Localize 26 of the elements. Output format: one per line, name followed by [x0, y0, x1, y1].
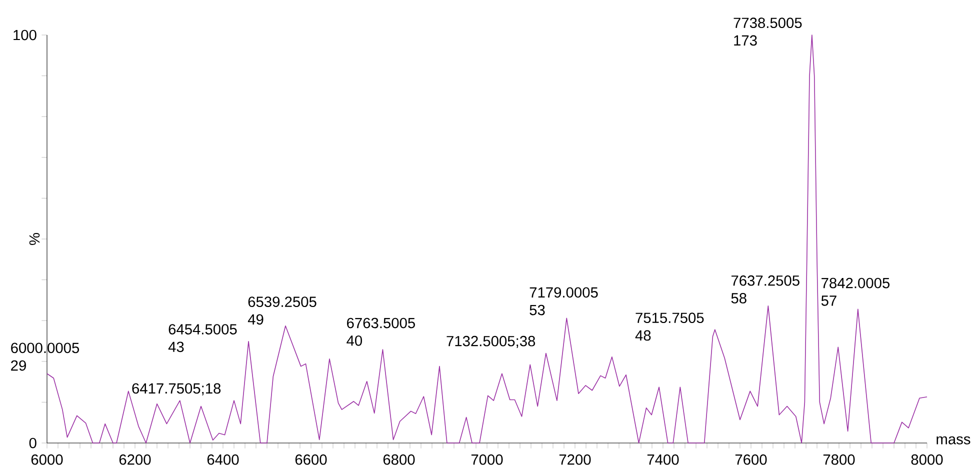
x-tick-label: 6200 — [119, 454, 151, 465]
annotation: 7738.5005 173 — [734, 18, 802, 46]
annotation: 6763.5005 40 — [346, 318, 415, 346]
y-tick-label: 0 — [29, 438, 36, 448]
annotation: 7179.0005 53 — [530, 287, 598, 316]
annotation: 7132.5005;38 — [446, 336, 536, 348]
annotation: 7842.0005 57 — [821, 278, 890, 306]
x-tick-label: 6000 — [31, 454, 63, 465]
x-tick-label: 7200 — [559, 454, 591, 465]
annotation: 7637.2505 58 — [731, 275, 800, 304]
annotation: 6539.2505 49 — [248, 296, 316, 325]
x-tick-label: 8000 — [911, 454, 943, 465]
x-tick-label: 6400 — [207, 454, 239, 465]
annotation: 6454.5005 43 — [168, 324, 237, 352]
x-tick-label: 7400 — [647, 454, 679, 465]
x-axis-title: mass — [936, 436, 970, 444]
annotation: 7515.7505 48 — [635, 312, 704, 341]
x-tick-label: 7800 — [823, 454, 855, 465]
x-tick-label: 7000 — [471, 454, 503, 465]
x-tick-label: 6800 — [383, 454, 415, 465]
annotation: 6417.7505;18 — [132, 383, 221, 396]
annotation: 6000.0005 29 — [11, 342, 80, 371]
y-axis-title: % — [29, 233, 40, 245]
x-tick-label: 7600 — [735, 454, 767, 465]
y-tick-label: 100 — [14, 30, 36, 40]
x-tick-label: 6600 — [295, 454, 327, 465]
